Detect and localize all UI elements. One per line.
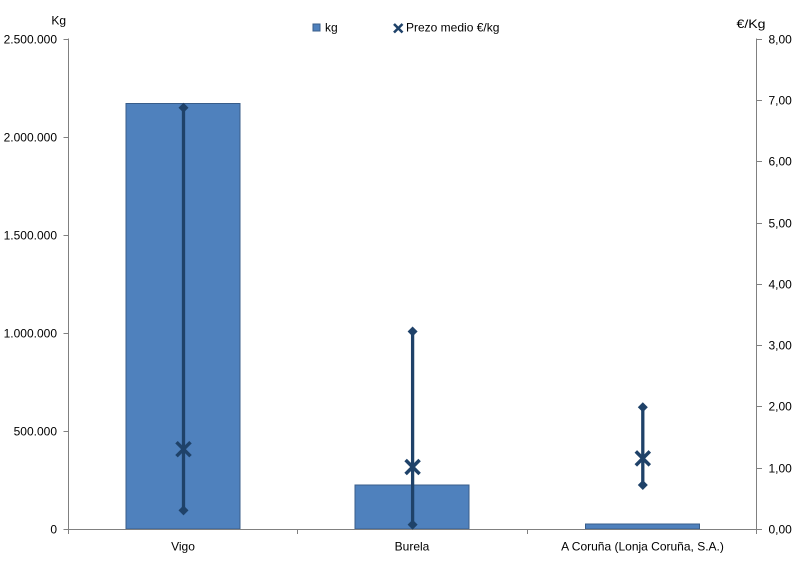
svg-text:7,00: 7,00 bbox=[769, 94, 793, 108]
svg-text:2.500.000: 2.500.000 bbox=[4, 33, 58, 47]
svg-text:5,00: 5,00 bbox=[769, 217, 793, 231]
svg-text:4,00: 4,00 bbox=[769, 278, 793, 292]
svg-text:0: 0 bbox=[50, 523, 57, 537]
svg-text:1.000.000: 1.000.000 bbox=[4, 327, 58, 341]
svg-text:€/Kg: €/Kg bbox=[737, 17, 766, 31]
svg-text:500.000: 500.000 bbox=[14, 425, 58, 439]
svg-text:kg: kg bbox=[325, 21, 338, 35]
svg-text:0,00: 0,00 bbox=[769, 523, 793, 537]
svg-text:6,00: 6,00 bbox=[769, 155, 793, 169]
svg-text:Burela: Burela bbox=[395, 540, 430, 554]
svg-text:2.000.000: 2.000.000 bbox=[4, 131, 58, 145]
svg-text:Kg: Kg bbox=[51, 14, 66, 28]
svg-text:Prezo medio €/kg: Prezo medio €/kg bbox=[406, 21, 499, 35]
svg-text:8,00: 8,00 bbox=[769, 33, 793, 47]
svg-text:A Coruña (Lonja Coruña, S.A.): A Coruña (Lonja Coruña, S.A.) bbox=[561, 540, 724, 554]
svg-text:Vigo: Vigo bbox=[171, 540, 195, 554]
svg-text:2,00: 2,00 bbox=[769, 400, 793, 414]
svg-text:1,00: 1,00 bbox=[769, 462, 793, 476]
svg-text:1.500.000: 1.500.000 bbox=[4, 229, 58, 243]
svg-text:3,00: 3,00 bbox=[769, 339, 793, 353]
